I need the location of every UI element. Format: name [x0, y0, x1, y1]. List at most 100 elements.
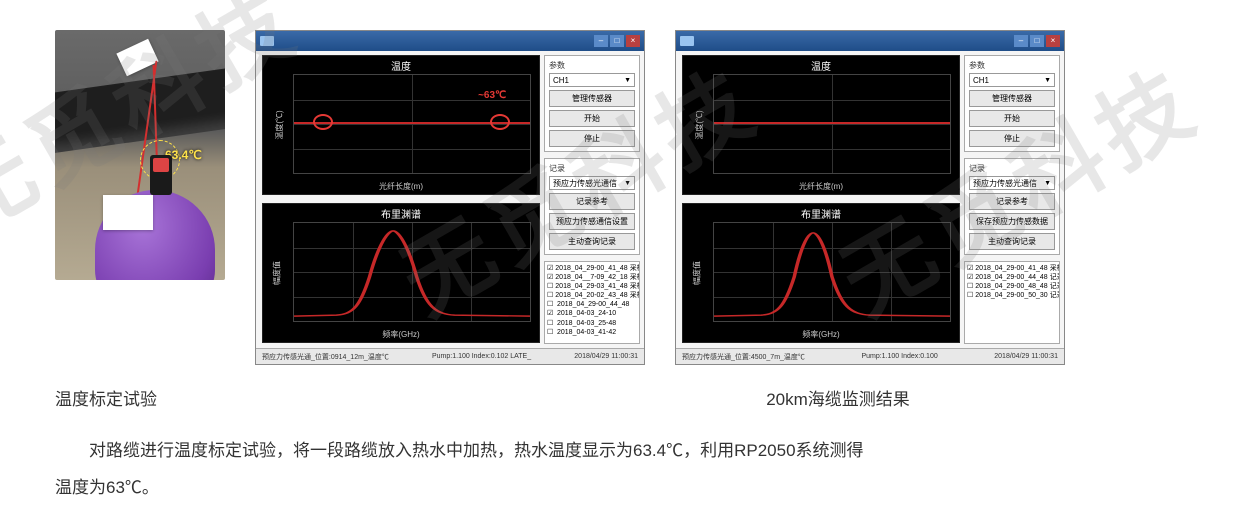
minimize-button[interactable]: – — [594, 35, 608, 47]
timestamp: 2018_04_29-00_44_48 — [975, 273, 1047, 282]
brillouin-spectrum-chart: 布里渊谱 幅度值 频率(GHz) — [262, 203, 540, 343]
maximize-button[interactable]: □ — [1030, 35, 1044, 47]
start-button[interactable]: 开始 — [969, 110, 1055, 127]
manage-sensor-button[interactable]: 管理传感器 — [969, 90, 1055, 107]
channel-dropdown[interactable]: CH1▼ — [549, 73, 635, 87]
stop-button[interactable]: 停止 — [549, 130, 635, 147]
record-ref-button[interactable]: 记录参考 — [969, 193, 1055, 210]
history-row[interactable]: ☐2018_04_29-00_50_30 记录参考 — [967, 291, 1057, 300]
timestamp: 2018_04_29-00_41_48 — [555, 264, 627, 273]
chart-title: 布里渊谱 — [683, 204, 959, 221]
checkbox-icon[interactable]: ☐ — [547, 319, 555, 328]
checkbox-icon[interactable]: ☐ — [547, 291, 553, 300]
history-row[interactable]: ☑2018_04-03_24-10 — [547, 309, 637, 318]
history-row[interactable]: ☑2018_04__7-09_42_18 采样参考 — [547, 273, 637, 282]
history-list[interactable]: ☑2018_04_29-00_41_48 采样参考☑2018_04_29-00_… — [964, 261, 1060, 344]
plot-area: ~63℃ — [293, 74, 531, 174]
spectrum-curve — [714, 223, 950, 321]
timestamp: 2018_04-03_24-10 — [557, 309, 616, 318]
status-mid: Pump:1.100 Index:0.100 — [861, 353, 937, 360]
start-button[interactable]: 开始 — [549, 110, 635, 127]
checkbox-icon[interactable]: ☐ — [967, 291, 973, 300]
y-axis-label: 幅度值 — [692, 261, 703, 285]
row-extra: 采样参考 — [1050, 264, 1060, 273]
checkbox-icon[interactable]: ☐ — [967, 282, 973, 291]
checkbox-icon[interactable]: ☑ — [547, 309, 555, 318]
highlight-circle-mark — [313, 114, 333, 130]
close-button[interactable]: × — [1046, 35, 1060, 47]
timestamp: 2018_04_29-00_44_48 — [557, 300, 629, 309]
record-section: 记录 预应力传感光通信▼ 记录参考 保存预应力传感数据 主动查询记录 — [964, 158, 1060, 255]
checkbox-icon[interactable]: ☐ — [547, 328, 555, 337]
status-left: 预应力传感光通_位置:4500_7m_温度℃ — [682, 352, 805, 362]
temperature-chart: 温度 温度(℃) 光纤长度(m) ~63℃ — [262, 55, 540, 195]
caption-left: 温度标定试验 — [55, 385, 295, 410]
record-dropdown[interactable]: 预应力传感光通信▼ — [549, 176, 635, 190]
status-left: 预应力传感光通_位置:0914_12m_温度℃ — [262, 352, 389, 362]
highlight-circle-mark — [490, 114, 510, 130]
save-data-button[interactable]: 保存预应力传感数据 — [969, 213, 1055, 230]
record-section: 记录 预应力传感光通信▼ 记录参考 预应力传感通信设置 主动查询记录 — [544, 158, 640, 255]
history-row[interactable]: ☑2018_04_29-00_44_48 记录参考 — [967, 273, 1057, 282]
checkbox-icon[interactable]: ☑ — [967, 264, 973, 273]
checkbox-icon[interactable]: ☐ — [547, 300, 555, 309]
timestamp: 2018_04__7-09_42_18 — [555, 273, 627, 282]
checkbox-icon[interactable]: ☑ — [547, 273, 553, 282]
section-title: 参数 — [969, 60, 1055, 71]
x-axis-label: 光纤长度(m) — [379, 181, 423, 192]
software-window-2: – □ × 温度 温度(℃) 光纤长度(m) 布里渊谱 幅度值 频率(GHz) — [675, 30, 1065, 365]
app-icon — [680, 36, 694, 46]
plot-area — [713, 74, 951, 174]
checkbox-icon[interactable]: ☑ — [547, 264, 553, 273]
params-section: 参数 CH1▼ 管理传感器 开始 停止 — [964, 55, 1060, 152]
temperature-chart: 温度 温度(℃) 光纤长度(m) — [682, 55, 960, 195]
titlebar: – □ × — [676, 31, 1064, 51]
maximize-button[interactable]: □ — [610, 35, 624, 47]
timestamp: 2018_04_20-02_43_48 — [555, 291, 627, 300]
query-button[interactable]: 主动查询记录 — [969, 233, 1055, 250]
checkbox-icon[interactable]: ☐ — [547, 282, 553, 291]
channel-dropdown[interactable]: CH1▼ — [969, 73, 1055, 87]
figure-row: 63.4℃ – □ × 温度 温度(℃) 光纤长度(m) — [0, 0, 1236, 365]
history-row[interactable]: ☐2018_04_29-00_48_48 记录参考 — [967, 282, 1057, 291]
history-row[interactable]: ☑2018_04_29-00_41_48 采样参考 — [547, 264, 637, 273]
chart-title: 温度 — [263, 56, 539, 73]
temperature-trace — [714, 122, 950, 124]
history-list[interactable]: ☑2018_04_29-00_41_48 采样参考☑2018_04__7-09_… — [544, 261, 640, 344]
chevron-down-icon: ▼ — [624, 180, 631, 187]
control-panel: 参数 CH1▼ 管理传感器 开始 停止 记录 预应力传感光通信▼ 记录参考 预应… — [544, 55, 640, 344]
chart-title: 布里渊谱 — [263, 204, 539, 221]
status-mid: Pump:1.100 Index:0.102 LATE_ — [432, 353, 531, 360]
history-row[interactable]: ☐2018_04_29-03_41_48 采样参考 — [547, 282, 637, 291]
control-panel: 参数 CH1▼ 管理传感器 开始 停止 记录 预应力传感光通信▼ 记录参考 保存… — [964, 55, 1060, 344]
close-button[interactable]: × — [626, 35, 640, 47]
chart-title: 温度 — [683, 56, 959, 73]
y-axis-label: 温度(℃) — [274, 110, 285, 139]
app-icon — [260, 36, 274, 46]
history-row[interactable]: ☐2018_04_20-02_43_48 采样参考 — [547, 291, 637, 300]
row-extra: 采样参考 — [630, 264, 640, 273]
record-ref-button[interactable]: 记录参考 — [549, 193, 635, 210]
history-row[interactable]: ☐2018_04_29-00_44_48 — [547, 300, 637, 309]
section-title: 记录 — [969, 163, 1055, 174]
status-right: 2018/04/29 11:00:31 — [574, 353, 638, 360]
temp-annotation: ~63℃ — [478, 90, 506, 101]
chevron-down-icon: ▼ — [624, 77, 631, 84]
record-dropdown[interactable]: 预应力传感光通信▼ — [969, 176, 1055, 190]
status-bar: 预应力传感光通_位置:0914_12m_温度℃ Pump:1.100 Index… — [256, 348, 644, 364]
checkbox-icon[interactable]: ☑ — [967, 273, 973, 282]
chevron-down-icon: ▼ — [1044, 180, 1051, 187]
query-button[interactable]: 主动查询记录 — [549, 233, 635, 250]
history-row[interactable]: ☑2018_04_29-00_41_48 采样参考 — [967, 264, 1057, 273]
manage-sensor-button[interactable]: 管理传感器 — [549, 90, 635, 107]
config-button[interactable]: 预应力传感通信设置 — [549, 213, 635, 230]
status-right: 2018/04/29 11:00:31 — [994, 353, 1058, 360]
titlebar: – □ × — [256, 31, 644, 51]
history-row[interactable]: ☐2018_04-03_25-48 — [547, 319, 637, 328]
chevron-down-icon: ▼ — [1044, 77, 1051, 84]
minimize-button[interactable]: – — [1014, 35, 1028, 47]
row-extra: 采样参考 — [630, 291, 640, 300]
history-row[interactable]: ☐2018_04-03_41-42 — [547, 328, 637, 337]
section-title: 记录 — [549, 163, 635, 174]
stop-button[interactable]: 停止 — [969, 130, 1055, 147]
